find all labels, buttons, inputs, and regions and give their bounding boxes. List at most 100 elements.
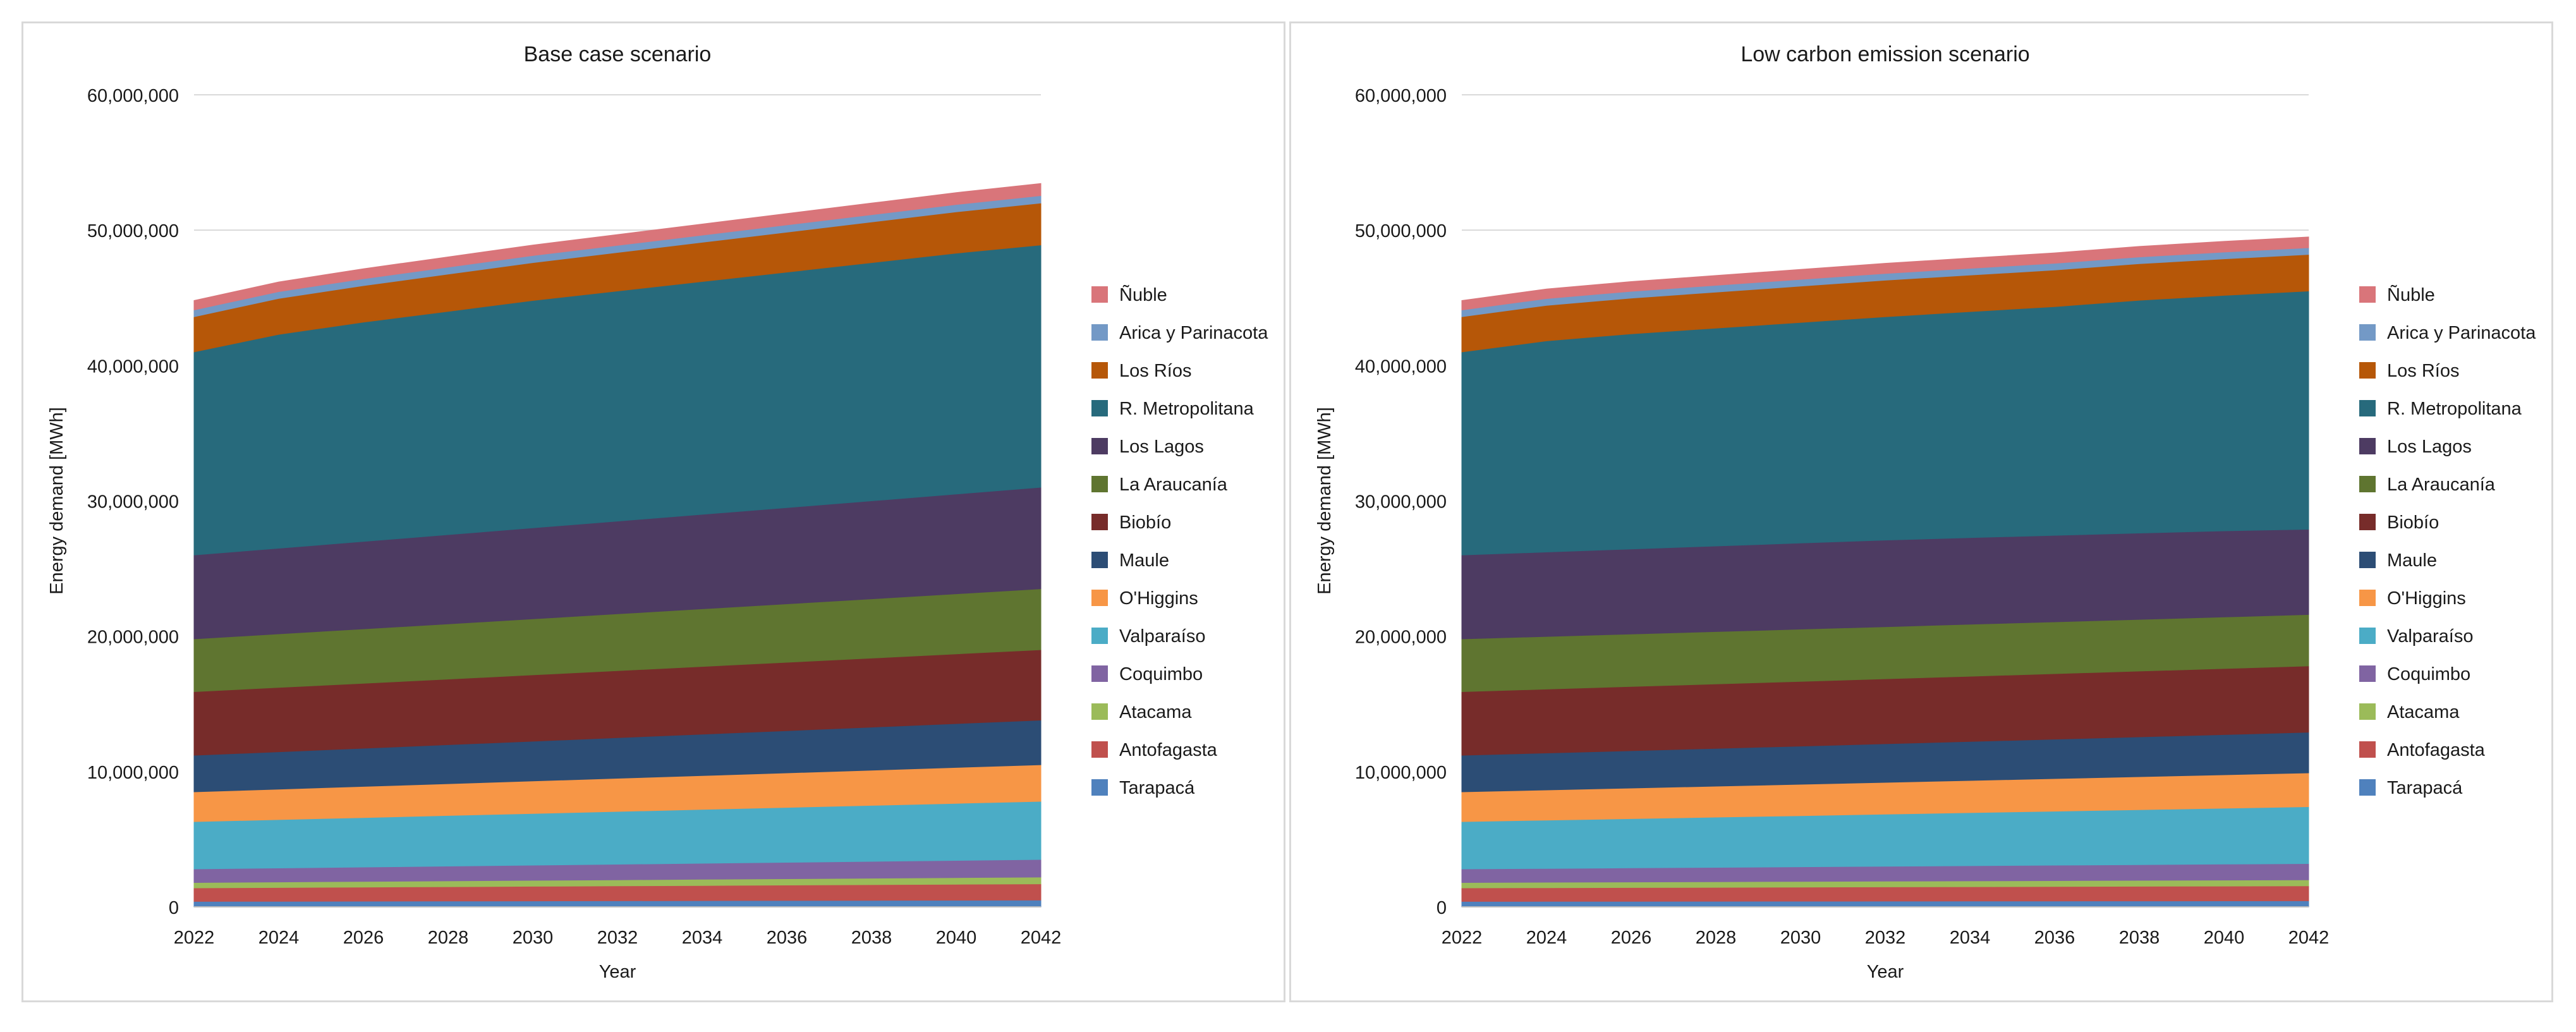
legend-swatch-los-rios [2359, 362, 2376, 379]
legend-label-atacama: Atacama [1119, 702, 1192, 722]
y-tick-label: 40,000,000 [1355, 356, 1447, 377]
chart-title: Low carbon emission scenario [1741, 42, 2029, 66]
area-nuble [1461, 236, 2309, 311]
x-axis-label: Year [599, 962, 636, 982]
legend-label-los-rios: Los Ríos [1119, 361, 1191, 381]
chart-panel-base-case: Base case scenario 0 10,000,000 20,000,000 3… [21, 21, 1285, 1002]
legend-swatch-los-rios [1091, 362, 1108, 379]
y-axis-label: Energy demand [MWh] [1315, 407, 1335, 595]
legend-swatch-atacama [1091, 703, 1108, 720]
y-tick-label: 60,000,000 [87, 86, 179, 106]
legend-swatch-valparaiso [1091, 628, 1108, 644]
chart-title: Base case scenario [524, 42, 712, 66]
legend-label-nuble: Ñuble [2387, 284, 2435, 305]
x-tick-label: 2026 [1611, 928, 1652, 948]
legend-swatch-tarapaca [1091, 779, 1108, 796]
chart-panel-low-carbon: Low carbon emission scenario 0 10,000,000 2… [1289, 21, 2553, 1002]
legend-label-la-araucania: La Araucanía [1119, 475, 1228, 495]
legend-label-o-higgins: O'Higgins [1119, 588, 1198, 609]
legend-swatch-atacama [2359, 703, 2376, 720]
legend-label-maule: Maule [1119, 550, 1169, 571]
x-tick-label: 2040 [2204, 928, 2245, 948]
y-tick-label: 10,000,000 [1355, 763, 1447, 783]
x-tick-label: 2040 [936, 928, 977, 948]
y-tick-label: 20,000,000 [1355, 628, 1447, 648]
x-tick-label: 2042 [1021, 928, 1062, 948]
legend-swatch-antofagasta [2359, 741, 2376, 758]
legend-swatch-maule [1091, 552, 1108, 568]
y-tick-label: 50,000,000 [87, 221, 179, 241]
legend-label-los-lagos: Los Lagos [1119, 437, 1204, 457]
y-tick-label: 60,000,000 [1355, 86, 1447, 106]
x-tick-label: 2022 [1442, 928, 1483, 948]
legend-swatch-los-lagos [1091, 438, 1108, 454]
x-tick-label: 2022 [174, 928, 215, 948]
legend-label-arica-y-parinacota: Arica y Parinacota [2387, 323, 2536, 343]
legend-label-o-higgins: O'Higgins [2387, 588, 2466, 609]
y-tick-label: 10,000,000 [87, 763, 179, 783]
legend-swatch-maule [2359, 552, 2376, 568]
legend-swatch-valparaiso [2359, 628, 2376, 644]
legend-swatch-tarapaca [2359, 779, 2376, 796]
legend-swatch-arica-y-parinacota [2359, 324, 2376, 341]
legend-swatch-antofagasta [1091, 741, 1108, 758]
legend-swatch-arica-y-parinacota [1091, 324, 1108, 341]
legend-swatch-o-higgins [1091, 590, 1108, 606]
legend-swatch-biobio [1091, 514, 1108, 530]
legend-swatch-coquimbo [1091, 665, 1108, 682]
legend-label-arica-y-parinacota: Arica y Parinacota [1119, 323, 1268, 343]
x-tick-label: 2026 [343, 928, 384, 948]
legend-swatch-biobio [2359, 514, 2376, 530]
legend-label-biobio: Biobío [2387, 513, 2439, 533]
x-tick-label: 2030 [1780, 928, 1821, 948]
area-nuble [193, 183, 1042, 311]
legend-swatch-la-araucania [1091, 476, 1108, 492]
y-tick-label: 30,000,000 [1355, 492, 1447, 513]
legend-label-r-metropolitana: R. Metropolitana [2387, 399, 2522, 419]
legend-label-biobio: Biobío [1119, 513, 1171, 533]
x-tick-label: 2036 [2034, 928, 2075, 948]
x-tick-label: 2032 [1865, 928, 1906, 948]
x-tick-label: 2028 [428, 928, 469, 948]
legend-swatch-nuble [2359, 286, 2376, 303]
area-antofagasta [1461, 885, 2309, 902]
legend-label-antofagasta: Antofagasta [1119, 740, 1218, 760]
x-tick-label: 2038 [2119, 928, 2160, 948]
y-tick-label: 50,000,000 [1355, 221, 1447, 241]
area-tarapaca [1461, 900, 2309, 908]
legend-swatch-nuble [1091, 286, 1108, 303]
y-axis-label: Energy demand [MWh] [47, 407, 67, 595]
legend-swatch-la-araucania [2359, 476, 2376, 492]
x-tick-label: 2030 [513, 928, 554, 948]
legend-swatch-r-metropolitana [1091, 400, 1108, 416]
x-axis-label: Year [1867, 962, 1904, 982]
legend-swatch-coquimbo [2359, 665, 2376, 682]
legend-label-atacama: Atacama [2387, 702, 2460, 722]
legend-label-coquimbo: Coquimbo [1119, 664, 1203, 684]
legend-label-maule: Maule [2387, 550, 2437, 571]
x-tick-label: 2034 [1950, 928, 1991, 948]
legend-label-los-rios: Los Ríos [2387, 361, 2459, 381]
legend-label-tarapaca: Tarapacá [1119, 778, 1195, 798]
legend-label-los-lagos: Los Lagos [2387, 437, 2472, 457]
legend-swatch-los-lagos [2359, 438, 2376, 454]
x-tick-label: 2042 [2288, 928, 2330, 948]
legend-label-nuble: Ñuble [1119, 284, 1167, 305]
x-tick-label: 2024 [1526, 928, 1567, 948]
legend-label-valparaiso: Valparaíso [2387, 626, 2474, 647]
base-case-chart: Base case scenario 0 10,000,000 20,000,000 3… [47, 42, 1268, 982]
y-tick-label: 20,000,000 [87, 628, 179, 648]
x-tick-label: 2038 [851, 928, 892, 948]
y-tick-label: 0 [169, 898, 179, 918]
x-tick-label: 2028 [1696, 928, 1737, 948]
x-tick-label: 2032 [597, 928, 638, 948]
y-tick-label: 40,000,000 [87, 356, 179, 377]
legend-label-antofagasta: Antofagasta [2387, 740, 2486, 760]
x-tick-label: 2036 [767, 928, 808, 948]
legend-label-coquimbo: Coquimbo [2387, 664, 2470, 684]
legend-swatch-r-metropolitana [2359, 400, 2376, 416]
legend-label-tarapaca: Tarapacá [2387, 778, 2463, 798]
low-carbon-chart: Low carbon emission scenario 0 10,000,000 2… [1315, 42, 2536, 982]
y-tick-label: 30,000,000 [87, 492, 179, 513]
legend-label-la-araucania: La Araucanía [2387, 475, 2496, 495]
